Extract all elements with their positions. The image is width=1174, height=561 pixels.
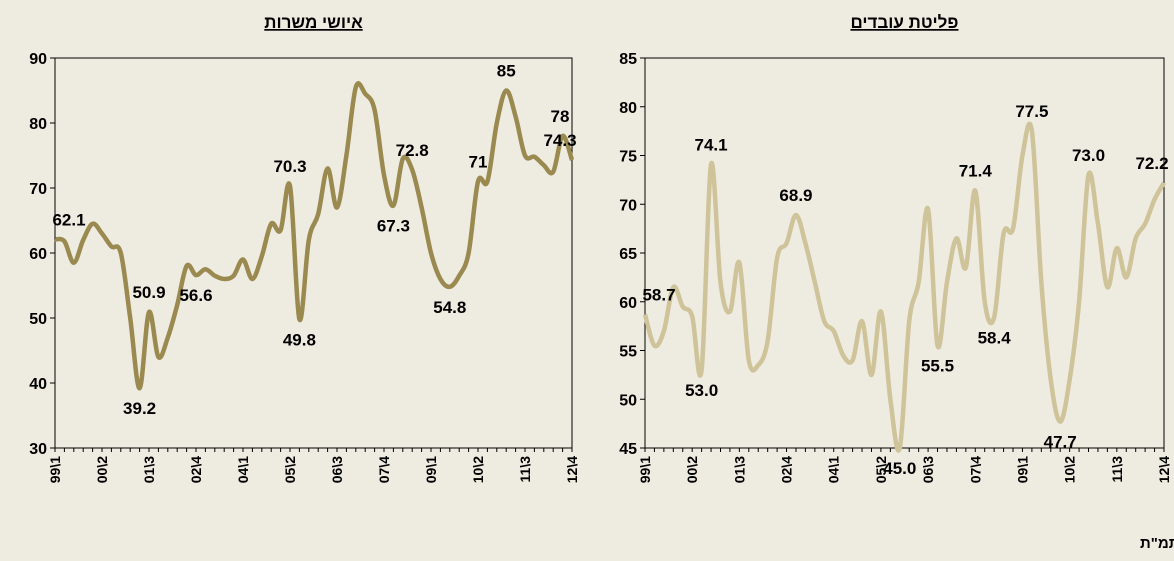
data-label: 73.0 bbox=[1072, 146, 1105, 165]
x-tick-label: 06\3 bbox=[329, 456, 345, 483]
x-tick-label: 12\4 bbox=[564, 456, 580, 483]
y-tick-label: 60 bbox=[619, 295, 637, 312]
data-label: 58.4 bbox=[978, 328, 1012, 347]
data-label: 71 bbox=[469, 153, 488, 172]
source: מקור: מינהל מחקר וכלכלה, משרד התמ"ת bbox=[1140, 535, 1174, 552]
x-tick-label: 09\1 bbox=[423, 456, 439, 483]
x-tick-label: 02\4 bbox=[188, 456, 204, 483]
y-tick-label: 65 bbox=[619, 246, 637, 263]
data-label: 78 bbox=[551, 107, 570, 126]
data-label: 47.7 bbox=[1044, 433, 1077, 452]
x-tick-label: 10\2 bbox=[1062, 456, 1078, 483]
x-tick-label: 11\3 bbox=[1109, 456, 1125, 483]
y-tick-label: 85 bbox=[619, 51, 637, 68]
data-label: 70.3 bbox=[273, 157, 306, 176]
y-tick-label: 90 bbox=[29, 51, 47, 68]
data-label: 58.7 bbox=[642, 285, 675, 304]
series-line bbox=[642, 121, 1166, 453]
y-tick-label: 80 bbox=[29, 116, 47, 133]
data-label: 62.1 bbox=[52, 210, 85, 229]
x-tick-label: 99\1 bbox=[637, 456, 653, 483]
x-tick-label: 04\1 bbox=[826, 456, 842, 483]
y-tick-label: 70 bbox=[619, 197, 637, 214]
y-tick-label: 30 bbox=[29, 441, 47, 458]
y-tick-label: 50 bbox=[29, 311, 47, 328]
y-tick-label: 70 bbox=[29, 181, 47, 198]
data-label: 72.8 bbox=[396, 141, 429, 160]
data-label: 74.1 bbox=[695, 135, 728, 154]
x-tick-label: 05\2 bbox=[282, 456, 298, 483]
data-label: 54.8 bbox=[433, 298, 466, 317]
x-tick-label: 10\2 bbox=[470, 456, 486, 483]
data-label: 68.9 bbox=[779, 186, 812, 205]
data-label: 77.5 bbox=[1015, 102, 1048, 121]
x-tick-label: 02\4 bbox=[779, 456, 795, 483]
y-tick-label: 75 bbox=[619, 149, 637, 166]
x-tick-label: 11\3 bbox=[517, 456, 533, 483]
data-label: 71.4 bbox=[959, 162, 993, 181]
data-label: 50.9 bbox=[132, 283, 165, 302]
x-tick-label: 01\3 bbox=[141, 456, 157, 483]
x-tick-label: 12\4 bbox=[1156, 456, 1172, 483]
chart-title: איושי משרות bbox=[264, 13, 363, 32]
y-tick-label: 55 bbox=[619, 344, 637, 361]
x-tick-label: 99\1 bbox=[47, 456, 63, 483]
x-tick-label: 00\2 bbox=[94, 456, 110, 483]
data-label: 74.3 bbox=[543, 131, 576, 150]
x-tick-label: 06\3 bbox=[920, 456, 936, 483]
data-label: 72.2 bbox=[1135, 154, 1168, 173]
data-label: 67.3 bbox=[377, 217, 410, 236]
x-tick-label: 01\3 bbox=[731, 456, 747, 483]
y-tick-label: 60 bbox=[29, 246, 47, 263]
x-tick-label: 09\1 bbox=[1014, 456, 1030, 483]
data-label: 55.5 bbox=[921, 357, 954, 376]
series-line bbox=[54, 81, 575, 391]
x-tick-label: 07\4 bbox=[967, 456, 983, 483]
data-label: 53.0 bbox=[685, 381, 718, 400]
data-label: 85 bbox=[497, 62, 516, 81]
data-label: 45.0 bbox=[883, 459, 916, 478]
data-label: 39.2 bbox=[123, 399, 156, 418]
data-label: 49.8 bbox=[283, 330, 316, 349]
chart-title: פליטת עובדים bbox=[850, 13, 958, 32]
x-tick-label: 04\1 bbox=[235, 456, 251, 483]
y-tick-label: 50 bbox=[619, 392, 637, 409]
y-tick-label: 45 bbox=[619, 441, 637, 458]
x-tick-label: 00\2 bbox=[684, 456, 700, 483]
x-tick-label: 07\4 bbox=[376, 456, 392, 483]
x-tick-label: 05\2 bbox=[873, 456, 889, 483]
data-label: 56.6 bbox=[179, 286, 212, 305]
y-tick-label: 40 bbox=[29, 376, 47, 393]
y-tick-label: 80 bbox=[619, 100, 637, 117]
